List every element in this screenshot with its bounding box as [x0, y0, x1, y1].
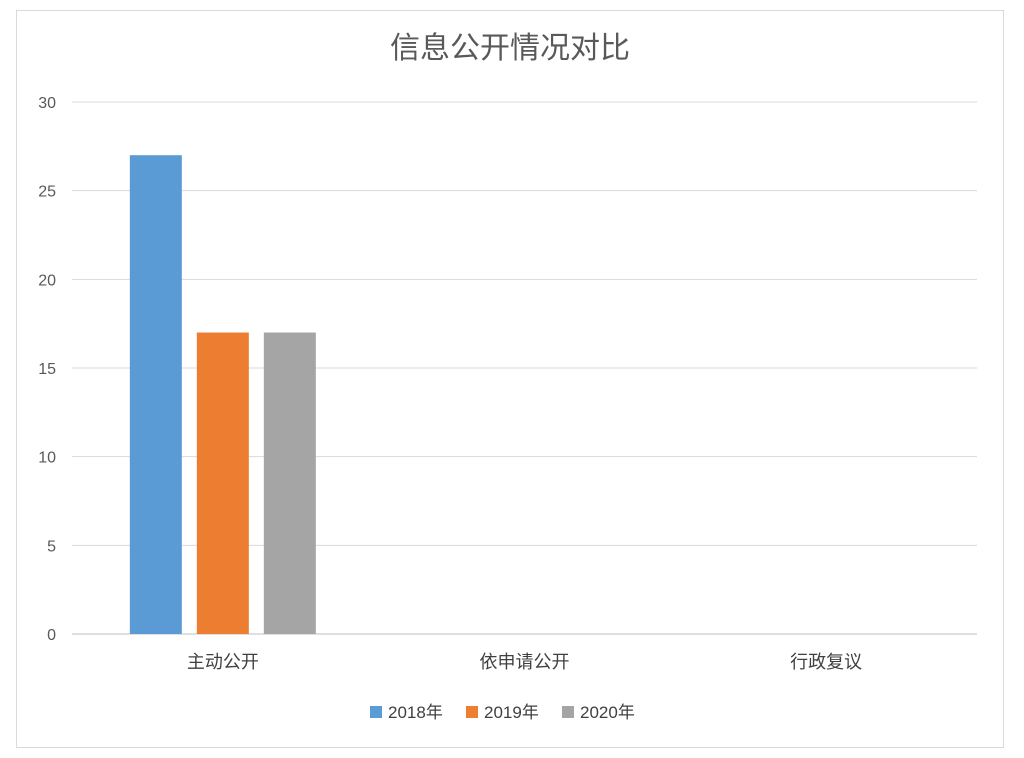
y-tick-label: 10 — [38, 450, 56, 467]
y-axis-ticks: 0 5 10 15 20 25 30 — [38, 95, 56, 644]
legend-swatch — [370, 706, 382, 718]
bar-2019年-主动公开 — [196, 332, 249, 634]
bar-2018年-主动公开 — [129, 155, 182, 634]
x-category-label: 主动公开 — [187, 652, 259, 672]
bar-2020年-主动公开 — [263, 332, 316, 634]
y-tick-label: 15 — [38, 361, 56, 378]
legend-label: 2020年 — [580, 703, 635, 722]
y-tick-label: 5 — [47, 538, 56, 555]
legend-label: 2019年 — [484, 703, 539, 722]
y-tick-label: 0 — [47, 627, 56, 644]
chart-title: 信息公开情况对比 — [390, 32, 630, 65]
legend-swatch — [562, 706, 574, 718]
y-tick-label: 20 — [38, 272, 56, 289]
bars — [129, 155, 316, 634]
x-category-label: 行政复议 — [790, 652, 862, 672]
legend-label: 2018年 — [388, 703, 443, 722]
y-tick-label: 25 — [38, 184, 56, 201]
y-tick-label: 30 — [38, 95, 56, 112]
x-category-label: 依申请公开 — [480, 652, 570, 672]
x-axis-labels: 主动公开 依申请公开 行政复议 — [187, 652, 862, 672]
legend-swatch — [466, 706, 478, 718]
legend: 2018年 2019年 2020年 — [370, 703, 635, 722]
